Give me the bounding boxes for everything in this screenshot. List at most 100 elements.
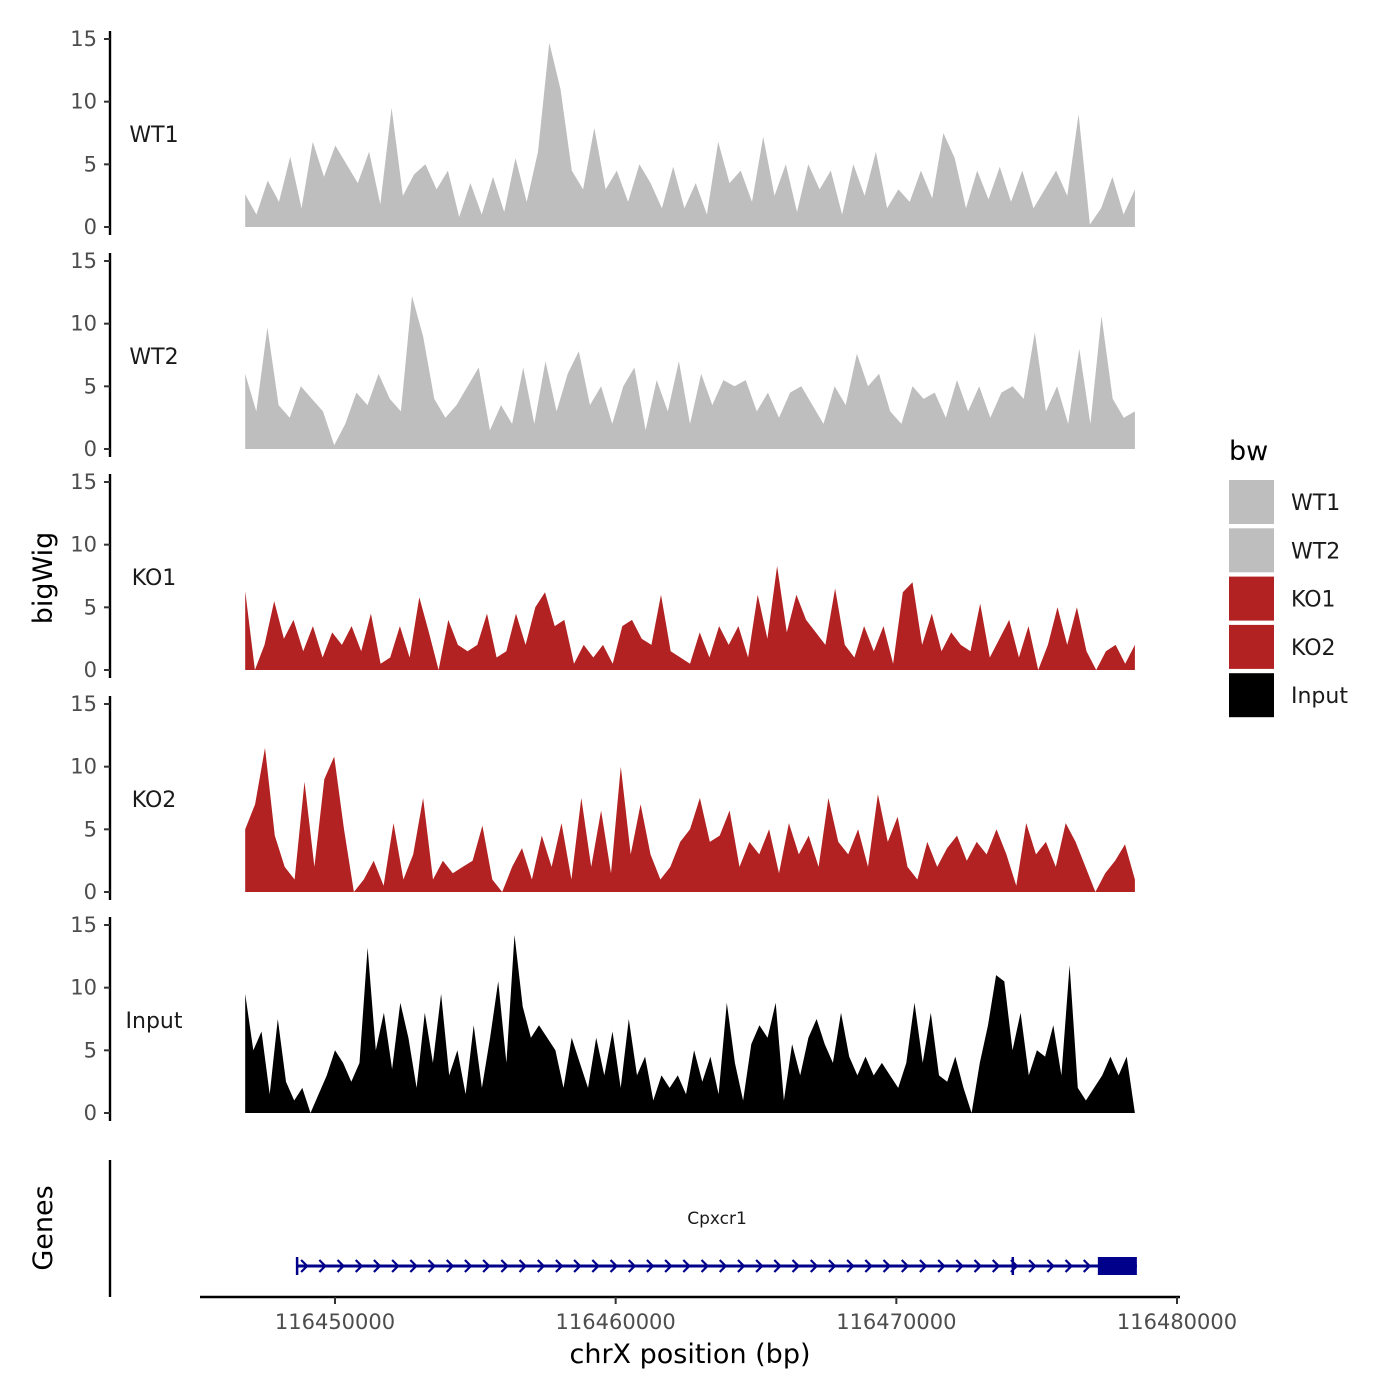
legend-swatch-wt2 xyxy=(1229,528,1274,573)
legend: bw WT1 WT2 KO1 KO2 Input xyxy=(1229,436,1348,718)
coverage-area-input xyxy=(245,935,1135,1113)
strand-arrow-icon xyxy=(464,1259,473,1273)
legend-swatch-ko2 xyxy=(1229,624,1274,669)
strand-arrow-icon xyxy=(318,1259,327,1273)
strand-arrow-icon xyxy=(718,1259,728,1273)
track-wt2: 0 5 10 15 WT2 xyxy=(70,249,1135,461)
strand-arrow-icon xyxy=(900,1259,910,1273)
legend-label: WT1 xyxy=(1291,491,1340,516)
strand-arrow-icon xyxy=(737,1259,746,1273)
coverage-area-wt1 xyxy=(245,42,1135,227)
y-tick-label: 10 xyxy=(70,976,97,1000)
strand-arrow-icon xyxy=(1046,1259,1055,1273)
strand-arrow-icon xyxy=(536,1259,546,1273)
strand-arrow-icon xyxy=(755,1259,764,1273)
strand-arrow-icon xyxy=(1064,1259,1074,1273)
strand-arrow-icon xyxy=(973,1259,983,1273)
track-label: KO2 xyxy=(132,788,177,813)
x-tick-label: 116480000 xyxy=(1117,1310,1237,1334)
y-tick-label: 5 xyxy=(84,1038,97,1062)
strand-arrow-icon xyxy=(828,1259,837,1273)
y-tick-label: 10 xyxy=(70,90,97,114)
strand-arrow-icon xyxy=(955,1259,964,1273)
strand-arrow-icon xyxy=(427,1259,437,1273)
strand-arrow-icon xyxy=(391,1259,400,1273)
track-label: WT1 xyxy=(129,123,178,148)
strand-arrow-icon xyxy=(646,1259,655,1273)
legend-label: WT2 xyxy=(1291,539,1340,564)
y-axis-title: bigWig xyxy=(28,532,59,625)
legend-swatch-ko1 xyxy=(1229,576,1274,621)
strand-arrow-icon xyxy=(846,1259,855,1273)
legend-title: bw xyxy=(1229,436,1268,467)
strand-arrow-icon xyxy=(518,1259,528,1273)
track-input: 0 5 10 15 Input xyxy=(70,913,1135,1125)
y-tick-label: 0 xyxy=(84,658,97,682)
x-axis-title: chrX position (bp) xyxy=(569,1339,810,1370)
strand-arrow-icon xyxy=(1082,1259,1092,1273)
strand-arrow-icon xyxy=(1028,1259,1037,1273)
strand-arrow-icon xyxy=(664,1259,673,1273)
gene-cds-block xyxy=(1097,1257,1137,1275)
strand-arrow-icon xyxy=(700,1259,710,1273)
y-tick-label: 10 xyxy=(70,755,97,779)
strand-arrow-icon xyxy=(609,1259,619,1273)
gene-name-label: Cpxcr1 xyxy=(687,1209,747,1229)
y-tick-label: 0 xyxy=(84,880,97,904)
strand-arrow-icon xyxy=(500,1259,509,1273)
y-tick-label: 0 xyxy=(84,215,97,239)
y-tick-label: 15 xyxy=(70,913,97,937)
legend-swatch-wt1 xyxy=(1229,480,1274,524)
y-tick-label: 5 xyxy=(84,817,97,841)
y-tick-label: 10 xyxy=(70,533,97,557)
strand-arrow-icon xyxy=(445,1259,455,1273)
x-tick-label: 116450000 xyxy=(275,1310,395,1334)
track-label: KO1 xyxy=(132,566,177,591)
strand-arrow-icon xyxy=(409,1259,418,1273)
strand-arrow-icon xyxy=(482,1259,491,1273)
track-wt1: 0 5 10 15 WT1 xyxy=(70,27,1135,239)
strand-arrow-icon xyxy=(991,1259,1001,1273)
y-tick-label: 0 xyxy=(84,437,97,461)
coverage-area-wt2 xyxy=(245,296,1135,449)
x-tick-label: 116470000 xyxy=(836,1310,956,1334)
y-tick-label: 15 xyxy=(70,470,97,494)
strand-arrow-icon xyxy=(773,1259,782,1273)
strand-arrow-icon xyxy=(300,1259,309,1273)
y-tick-label: 10 xyxy=(70,312,97,336)
strand-arrow-icon xyxy=(373,1259,382,1273)
strand-arrow-icon xyxy=(864,1259,873,1273)
legend-label: Input xyxy=(1291,684,1348,709)
strand-arrow-icon xyxy=(1010,1259,1019,1273)
strand-arrow-icon xyxy=(627,1259,637,1273)
strand-arrow-icon xyxy=(937,1259,946,1273)
track-label: Input xyxy=(126,1009,183,1034)
strand-arrow-icon xyxy=(919,1259,928,1273)
strand-arrow-icon xyxy=(573,1259,582,1273)
coverage-area-ko2 xyxy=(245,747,1135,892)
strand-arrow-icon xyxy=(555,1259,564,1273)
x-tick-label: 116460000 xyxy=(556,1310,676,1334)
track-ko2: 0 5 10 15 KO2 xyxy=(70,692,1135,904)
legend-label: KO1 xyxy=(1291,588,1336,613)
y-tick-label: 5 xyxy=(84,374,97,398)
legend-label: KO2 xyxy=(1291,636,1336,661)
coverage-area-ko1 xyxy=(245,566,1135,670)
strand-arrow-icon xyxy=(336,1259,346,1273)
track-label: WT2 xyxy=(129,345,178,370)
y-tick-label: 15 xyxy=(70,27,97,51)
y-tick-label: 0 xyxy=(84,1101,97,1125)
strand-arrow-icon xyxy=(882,1259,892,1273)
strand-arrow-icon xyxy=(682,1259,691,1273)
genes-track-label: Genes xyxy=(28,1185,59,1270)
y-tick-label: 15 xyxy=(70,692,97,716)
y-tick-label: 5 xyxy=(84,595,97,619)
legend-swatch-input xyxy=(1229,673,1274,718)
track-ko1: 0 5 10 15 KO1 xyxy=(70,470,1135,682)
strand-arrow-icon xyxy=(591,1259,600,1273)
strand-arrow-icon xyxy=(354,1259,364,1273)
y-tick-label: 5 xyxy=(84,152,97,176)
strand-arrow-icon xyxy=(809,1259,819,1273)
y-tick-label: 15 xyxy=(70,249,97,273)
